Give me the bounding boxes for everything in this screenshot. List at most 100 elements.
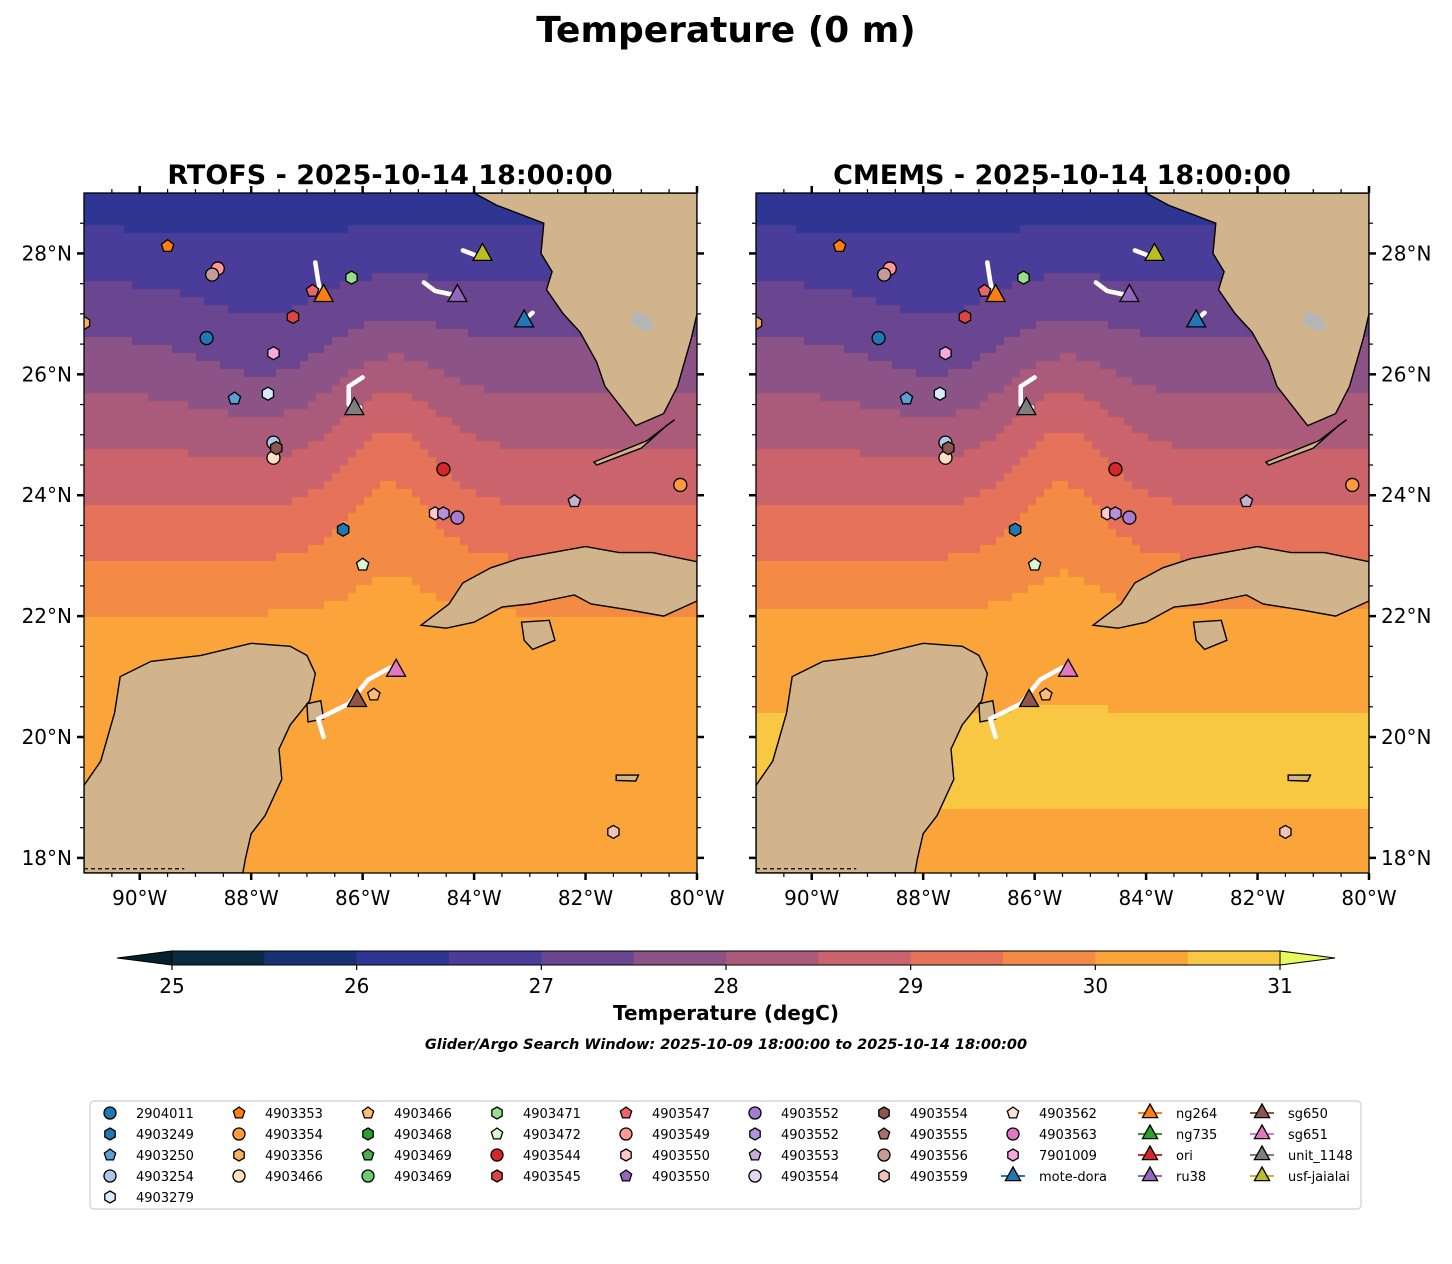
field-cell [356,321,365,330]
field-cell [188,505,197,514]
field-cell [420,249,429,258]
field-cell [228,465,237,474]
field-cell [492,457,501,466]
field-cell [140,265,149,274]
field-cell [580,401,589,410]
field-cell [532,297,541,306]
field-cell [404,705,413,714]
field-cell [420,337,429,346]
field-cell [220,553,229,562]
field-cell [540,465,549,474]
field-cell [132,369,141,378]
field-cell [484,265,493,274]
field-cell [436,449,445,458]
field-cell [548,441,557,450]
field-cell [124,305,133,314]
field-cell [252,593,261,602]
field-cell [484,497,493,506]
field-cell [140,313,149,322]
field-cell [580,625,589,634]
field-cell [548,473,557,482]
field-cell [548,665,557,674]
field-cell [524,449,533,458]
field-cell [588,481,597,490]
field-cell [140,401,149,410]
field-cell [308,401,317,410]
field-cell [276,329,285,338]
field-cell [460,665,469,674]
field-cell [268,617,277,626]
field-cell [556,705,565,714]
field-cell [276,481,285,490]
field-cell [260,337,269,346]
field-cell [404,233,413,242]
field-cell [692,385,697,394]
field-cell [396,201,405,210]
field-cell [276,497,285,506]
field-cell [492,393,501,402]
field-cell [500,329,509,338]
field-cell [652,417,661,426]
field-cell [164,649,173,658]
field-cell [348,673,357,682]
field-cell [100,465,109,474]
field-cell [532,521,541,530]
field-cell [364,249,373,258]
field-cell [476,385,485,394]
field-cell [556,513,565,522]
field-cell [516,257,525,266]
field-cell [532,433,541,442]
field-cell [236,625,245,634]
field-cell [228,401,237,410]
field-cell [252,585,261,594]
field-cell [372,305,381,314]
field-cell [644,617,653,626]
field-cell [332,569,341,578]
field-cell [348,313,357,322]
field-cell [172,361,181,370]
field-cell [540,257,549,266]
field-cell [484,433,493,442]
field-cell [580,657,589,666]
field-cell [380,225,389,234]
field-cell [580,609,589,618]
field-cell [228,505,237,514]
field-cell [476,329,485,338]
field-cell [212,593,221,602]
field-cell [508,657,517,666]
field-cell [508,353,517,362]
field-cell [172,593,181,602]
field-cell [324,201,333,210]
field-cell [212,505,221,514]
field-cell [380,313,389,322]
field-cell [364,193,373,202]
field-cell [100,433,109,442]
field-cell [188,601,197,610]
field-cell [292,425,301,434]
field-cell [268,633,277,642]
field-cell [212,537,221,546]
field-cell [340,201,349,210]
field-cell [308,201,317,210]
field-cell [340,561,349,570]
field-cell [84,385,93,394]
field-cell [188,401,197,410]
field-cell [316,601,325,610]
field-cell [204,545,213,554]
field-cell [508,481,517,490]
field-cell [260,633,269,642]
field-cell [452,249,461,258]
field-cell [460,449,469,458]
field-cell [92,361,101,370]
field-cell [212,577,221,586]
field-cell [604,633,613,642]
field-cell [596,657,605,666]
field-cell [348,201,357,210]
field-cell [212,465,221,474]
field-cell [436,593,445,602]
field-cell [460,313,469,322]
field-cell [276,385,285,394]
field-cell [84,417,93,426]
field-cell [404,241,413,250]
field-cell [340,425,349,434]
